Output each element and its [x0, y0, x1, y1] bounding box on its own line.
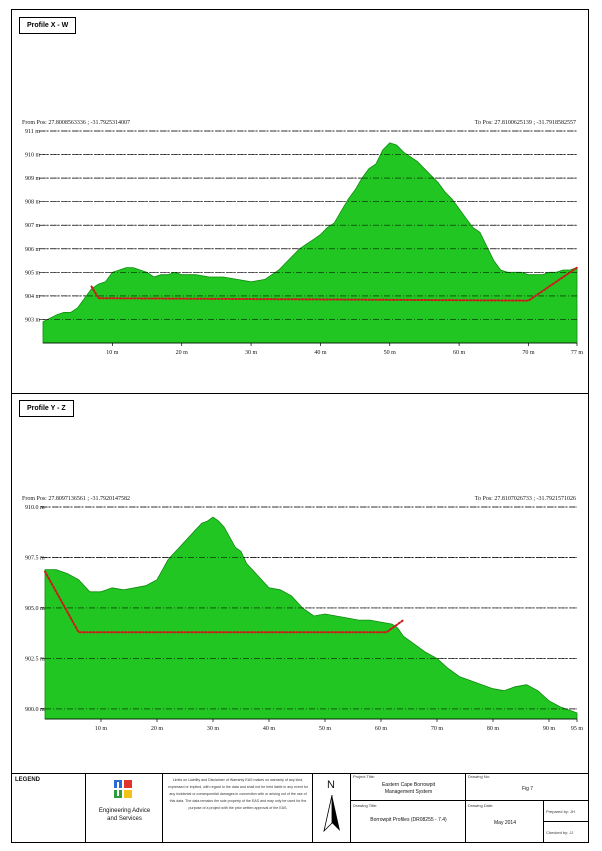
y-tick-label: 907.5 m — [25, 555, 45, 561]
y-tick-label: 910.0 m — [25, 505, 45, 511]
x-tick-label: 90 m — [543, 726, 556, 732]
prepared-by: Prepared by: JH — [546, 809, 575, 814]
disclaimer-text: Limits on Liability and Disclaimer of Wa… — [167, 778, 309, 810]
x-tick-label: 60 m — [453, 350, 466, 356]
eas-logo-icon — [114, 780, 132, 798]
project-title-box: Project Title: Eastern Cape Borrowpit Ma… — [351, 773, 466, 801]
drawing-date-box: Drawing Date: May 2014 — [466, 801, 544, 843]
drawing-no: Fig 7 — [521, 786, 534, 792]
x-tick-label: 70 m — [431, 726, 444, 732]
y-tick-label: 909 m — [25, 176, 41, 182]
legend-cell: LEGEND — [11, 773, 86, 843]
y-tick-label: 907 m — [25, 223, 41, 229]
x-tick-label: 20 m — [151, 726, 164, 732]
x-tick-label: 40 m — [263, 726, 276, 732]
company-cell: Engineering Advice and Services — [86, 773, 163, 843]
x-tick-label: 50 m — [319, 726, 332, 732]
drawing-title-label: Drawing Title: — [353, 803, 378, 808]
from-position-x-w: From Pos: 27.8008563336 ; -31.7925314007 — [22, 120, 131, 126]
drawing-info-cell: Drawing No: Fig 7 Drawing Date: May 2014… — [466, 773, 589, 843]
x-tick-label: 70 m — [522, 350, 535, 356]
y-tick-label: 905.0 m — [25, 606, 45, 612]
design-level-line — [44, 570, 405, 634]
x-tick-label: 30 m — [245, 350, 258, 356]
design-level-line — [90, 266, 578, 302]
checked-by-box: Checked by: JJ — [544, 822, 589, 843]
legend-divider — [11, 773, 589, 774]
x-tick-label: 50 m — [384, 350, 397, 356]
x-tick-label: 10 m — [95, 726, 108, 732]
project-title-label: Project Title: — [353, 774, 376, 779]
y-tick-label: 908 m — [25, 200, 41, 206]
panel-divider — [11, 393, 589, 394]
panel-title-y-z: Profile Y - Z — [19, 400, 74, 417]
x-tick-label: 60 m — [375, 726, 388, 732]
page-frame — [11, 9, 589, 843]
y-tick-label: 903 m — [25, 317, 41, 323]
x-tick-label: 10 m — [106, 350, 119, 356]
prepared-by-box: Prepared by: JH — [544, 801, 589, 822]
project-title-line2: Management System — [384, 789, 433, 795]
y-tick-label: 900.0 m — [25, 707, 45, 713]
x-tick-label: 80 m — [487, 726, 500, 732]
north-arrow-icon — [323, 795, 340, 833]
x-tick-label: 20 m — [176, 350, 189, 356]
panel-title-x-w: Profile X - W — [19, 17, 77, 34]
y-tick-label: 905 m — [25, 270, 41, 276]
terrain-area — [44, 516, 578, 720]
x-tick-label: 40 m — [314, 350, 327, 356]
drawing-title: Borrowpit Profiles (DR08255 - 7.4) — [370, 817, 447, 823]
company-name-line1: Engineering Advice — [98, 808, 151, 814]
y-tick-label: 902.5 m — [25, 656, 45, 662]
checked-by: Checked by: JJ — [546, 830, 574, 835]
project-cell: Project Title: Eastern Cape Borrowpit Ma… — [351, 773, 466, 843]
x-tick-label: 77 m — [571, 350, 584, 356]
to-position-x-w: To Pos: 27.8100625139 ; -31.7918582557 — [474, 120, 576, 126]
y-tick-label: 904 m — [25, 294, 41, 300]
drawing-date-label: Drawing Date: — [468, 803, 494, 808]
company-name-line2: and Services — [107, 816, 142, 822]
x-tick-label: 95 m — [571, 726, 584, 732]
x-tick-label: 30 m — [207, 726, 220, 732]
drawing-no-label: Drawing No: — [468, 774, 491, 779]
to-position-y-z: To Pos: 27.8107026733 ; -31.7921571026 — [474, 496, 576, 502]
disclaimer-cell: Limits on Liability and Disclaimer of Wa… — [163, 773, 313, 843]
y-tick-label: 906 m — [25, 247, 41, 253]
legend-title: LEGEND — [15, 777, 41, 783]
y-tick-label: 910 m — [25, 153, 41, 159]
y-tick-label: 911 m — [25, 129, 40, 135]
project-title-line1: Eastern Cape Borrowpit — [381, 782, 436, 788]
from-position-y-z: From Pos: 27.8097136561 ; -31.7920147582 — [22, 496, 131, 502]
title-block: LEGEND Engineering Advice and Services L… — [11, 773, 589, 843]
drawing-date: May 2014 — [494, 820, 516, 826]
north-arrow-cell: N — [313, 773, 351, 843]
drawing-no-box: Drawing No: Fig 7 — [466, 773, 589, 801]
north-label: N — [327, 779, 335, 791]
